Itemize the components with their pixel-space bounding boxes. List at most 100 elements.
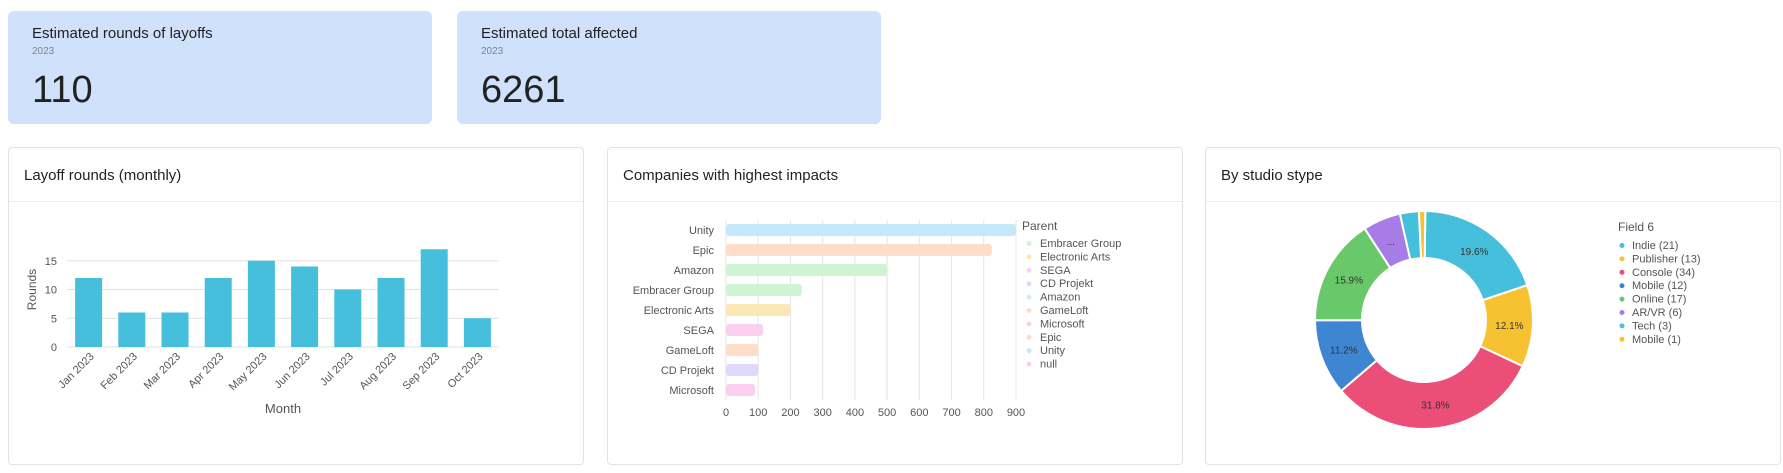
legend-label: Unity [1040,345,1066,357]
legend-label: GameLoft [1040,305,1088,317]
y-tick-label: GameLoft [666,345,714,357]
donut-slice [1417,210,1427,260]
legend-label: null [1040,359,1057,371]
kpi-title: Estimated rounds of layoffs [32,25,213,42]
x-tick-label: 800 [975,407,993,419]
legend-marker [1619,336,1625,342]
card-title: By studio stype [1206,148,1780,202]
monthly-bar-chart: 0 5 10 15 Jan 2023 Feb 2023 Mar 2023 Apr 2023 Ma… [25,249,499,416]
legend-marker [1026,334,1032,340]
legend-label: Publisher (13) [1632,253,1700,265]
legend-label: Epic [1040,332,1062,344]
y-axis-title: Rounds [25,269,39,310]
kpi-card-layoff-rounds: Estimated rounds of layoffs 2023 110 [8,11,432,124]
legend-label: Amazon [1040,292,1080,304]
x-tick-label: Mar 2023 [142,351,183,392]
legend-marker [1026,254,1032,260]
legend-label: Microsoft [1040,318,1085,330]
legend-label: CD Projekt [1040,278,1093,290]
x-tick-label: Jan 2023 [56,351,96,391]
y-tick-label: Electronic Arts [644,305,715,317]
y-tick-label: Epic [693,245,715,257]
y-tick-label: SEGA [683,325,714,337]
x-tick-label: 700 [942,407,960,419]
legend-marker [1619,256,1625,262]
card-title: Companies with highest impacts [608,148,1182,202]
legend-marker [1619,323,1625,329]
x-tick-label: Aug 2023 [357,351,399,393]
legend-marker [1026,321,1032,327]
slice-label: 31.8% [1421,401,1449,412]
legend-marker [1026,348,1032,354]
legend-label: AR/VR (6) [1632,307,1682,319]
x-axis-title: Month [265,401,301,416]
legend-label: SEGA [1040,265,1071,277]
legend-label: Mobile (1) [1632,334,1681,346]
legend-title: Parent [1022,219,1058,233]
x-tick-label: 100 [749,407,767,419]
bar [247,260,275,347]
card-title: Layoff rounds (monthly) [9,148,583,202]
x-tick-label: 500 [878,407,896,419]
slice-label: 12.1% [1495,321,1523,332]
x-tick-label: Feb 2023 [99,351,140,392]
y-tick-label: 15 [45,256,57,268]
bar [726,244,992,256]
slice-label: 19.6% [1460,247,1488,258]
bar [726,224,1016,236]
kpi-card-total-affected: Estimated total affected 2023 6261 [457,11,881,124]
bar [726,344,759,356]
legend-label: Indie (21) [1632,240,1678,252]
y-tick-label: Microsoft [669,385,714,397]
kpi-value: 6261 [481,69,566,111]
legend-marker [1026,361,1032,367]
x-tick-label: Oct 2023 [445,351,485,391]
bar [75,278,103,347]
legend-marker [1026,267,1032,273]
legend-label: Console (34) [1632,267,1695,279]
bar [118,312,146,347]
legend-marker [1026,294,1032,300]
bar [420,249,448,347]
companies-chart-card: Companies with highest impacts 0 100 200 30… [607,147,1183,465]
bar [204,278,232,347]
y-tick-label: Unity [689,225,715,237]
x-tick-label: 400 [846,407,864,419]
y-tick-label: Embracer Group [633,285,714,297]
x-tick-label: Apr 2023 [186,351,226,391]
legend-marker [1026,308,1032,313]
x-tick-label: Jun 2023 [272,351,312,391]
x-tick-label: 0 [723,407,729,419]
bar [726,304,791,316]
y-tick-label: 5 [51,313,57,325]
bar [726,384,755,396]
legend-marker [1619,243,1625,248]
bar [334,289,362,347]
bar [377,278,405,347]
y-tick-label: CD Projekt [661,365,714,377]
slice-label: 15.9% [1335,275,1363,286]
bar [726,364,759,376]
x-tick-label: Jul 2023 [318,351,356,389]
x-tick-label: 200 [781,407,799,419]
legend-label: Online (17) [1632,294,1686,306]
y-tick-label: 10 [45,285,57,297]
x-tick-label: 300 [813,407,831,419]
y-tick-label: Amazon [674,265,714,277]
kpi-value: 110 [32,69,93,111]
y-tick-label: 0 [51,342,57,354]
x-tick-label: 900 [1007,407,1025,419]
x-tick-label: May 2023 [227,351,270,394]
legend-marker [1619,310,1625,315]
studio-chart-card: By studio stype 19.6% 12.1% 31.8% 11.2% 15.9… [1205,147,1781,465]
donut-slice [1339,344,1525,430]
legend-marker [1619,269,1625,275]
legend-marker [1026,241,1032,246]
legend-label: Tech (3) [1632,320,1672,332]
studio-donut-chart: 19.6% 12.1% 31.8% 11.2% 15.9%... Field 6 Indie… [1313,209,1700,430]
kpi-title: Estimated total affected [481,25,638,42]
legend-label: Mobile (12) [1632,280,1687,292]
bar [726,284,802,296]
legend-marker [1619,296,1625,302]
bar [291,266,319,347]
